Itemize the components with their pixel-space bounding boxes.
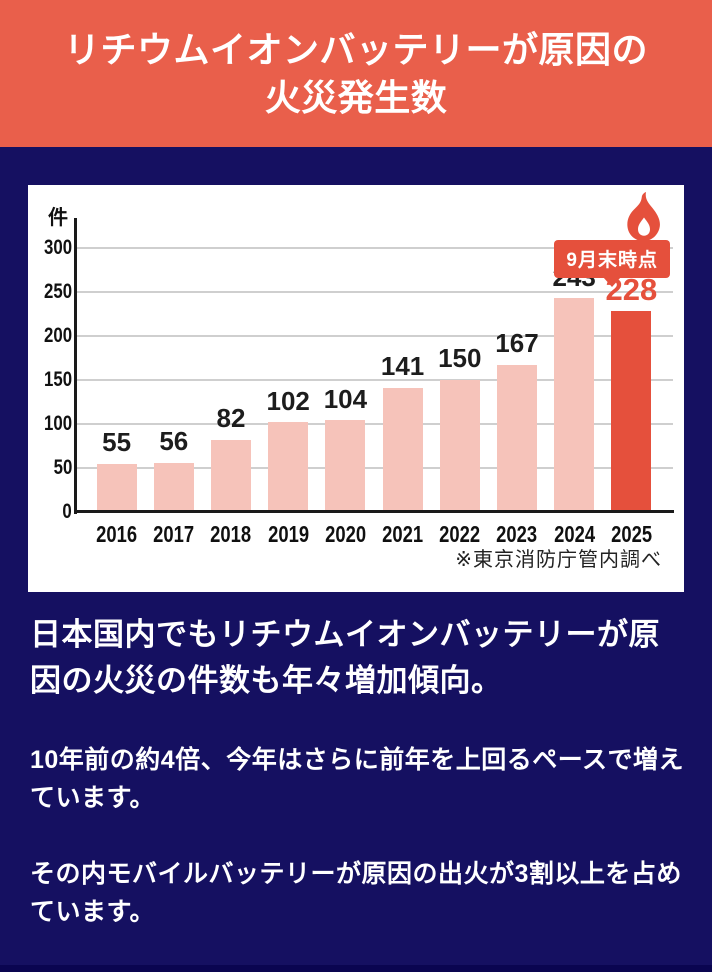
flame-icon	[627, 192, 660, 241]
x-axis-label-text: 2021	[382, 521, 424, 547]
bar-2016	[96, 463, 137, 512]
paragraph-mobile-battery-share: その内モバイルバッテリーが原因の出火が3割以上を占めています。	[30, 860, 682, 927]
lead-paragraph: 日本国内でもリチウムイオンバッテリーが原因の火災の件数も年々増加傾向。	[30, 617, 660, 698]
bar-value-label-2025: 228	[605, 272, 658, 308]
y-axis-ticks: 0 50 100 150 200 250 300	[28, 185, 72, 525]
x-axis-label-text: 2016	[96, 521, 138, 547]
bar-value-label-2022: 150	[438, 343, 482, 374]
x-axis-label-2017: 2017	[129, 521, 219, 548]
y-tick-label-150: 150	[28, 367, 72, 393]
annotation-text: 9月末時点	[566, 250, 658, 271]
x-axis-label-2016: 2016	[72, 521, 162, 548]
y-tick-label-100: 100	[28, 411, 72, 437]
bar-2018	[211, 439, 251, 512]
x-axis-label-2025: 2025	[586, 521, 676, 548]
bar-2017	[153, 462, 194, 512]
x-axis-label-2021: 2021	[358, 521, 448, 548]
y-tick-text: 300	[43, 236, 72, 259]
gridline-150	[76, 379, 673, 381]
page-title-line1: リチウムイオンバッテリーが原因の	[63, 28, 648, 70]
x-axis-label-2022: 2022	[415, 521, 505, 548]
y-tick-label-50: 50	[28, 455, 72, 481]
bar-value-label-2017: 56	[159, 426, 189, 457]
bar-2019	[268, 422, 309, 512]
bar-value-label-2018: 82	[216, 403, 246, 434]
y-tick-text: 100	[43, 412, 72, 435]
bar-value-label-2020: 104	[323, 383, 368, 414]
x-axis-label-text: 2019	[267, 521, 309, 547]
y-axis-line	[74, 218, 77, 514]
x-axis-label-2024: 2024	[529, 521, 619, 548]
badge-arrow-icon	[603, 277, 622, 287]
x-axis-label-text: 2023	[496, 521, 538, 547]
y-tick-label-250: 250	[28, 279, 72, 305]
y-tick-text: 200	[43, 324, 72, 347]
y-tick-label-0: 0	[28, 499, 72, 525]
y-tick-text: 250	[43, 280, 72, 303]
gridline-100	[76, 423, 673, 425]
y-tick-label-300: 300	[28, 235, 72, 261]
header-banner: リチウムイオンバッテリーが原因の 火災発生数	[0, 0, 712, 147]
page-title: リチウムイオンバッテリーが原因の 火災発生数	[64, 26, 648, 122]
paragraph-growth-pace: 10年前の約4倍、今年はさらに前年を上回るペースで増えています。	[30, 746, 684, 813]
bottom-divider	[0, 965, 712, 972]
gridline-250	[76, 291, 673, 293]
bar-value-label-2021: 141	[380, 351, 425, 382]
x-axis-label-2023: 2023	[472, 521, 562, 548]
bar-2025	[611, 311, 652, 512]
bar-chart-plot: 55 2016 56 2017 82 2018 102 2019 104 2020 141 2021 1…	[74, 185, 674, 547]
chart-card: 件 9月末時点 55 2016 56 2017 82 2018 102 2019 104 2020…	[28, 185, 684, 592]
y-tick-label-200: 200	[28, 323, 72, 349]
x-axis-line	[74, 510, 674, 513]
bar-value-label-2016: 55	[102, 427, 132, 458]
x-axis-label-text: 2022	[439, 521, 481, 547]
page-title-line2: 火災発生数	[264, 76, 448, 118]
x-axis-label-text: 2018	[210, 521, 252, 547]
x-axis-label-2019: 2019	[243, 521, 333, 548]
y-tick-text: 0	[62, 500, 72, 523]
bar-2023	[497, 365, 537, 512]
gridline-50	[76, 467, 673, 469]
y-tick-text: 50	[53, 456, 72, 479]
x-axis-label-text: 2020	[324, 521, 366, 547]
x-axis-label-text: 2025	[610, 521, 652, 547]
gridline-200	[76, 335, 673, 337]
y-tick-text: 150	[43, 368, 72, 391]
bar-2020	[325, 420, 366, 512]
bar-2021	[382, 387, 423, 512]
body-copy: 日本国内でもリチウムイオンバッテリーが原因の火災の件数も年々増加傾向。 10年前…	[30, 612, 684, 931]
bar-value-label-2023: 167	[495, 328, 539, 359]
source-note: ※東京消防庁管内調べ	[455, 549, 662, 571]
bar-2022	[439, 380, 480, 512]
x-axis-label-2018: 2018	[186, 521, 276, 548]
y-axis-unit-label: 件	[48, 207, 68, 229]
bar-value-label-2019: 102	[266, 385, 310, 416]
bar-2024	[554, 298, 595, 512]
annotation-badge: 9月末時点	[554, 240, 670, 287]
x-axis-label-text: 2024	[553, 521, 595, 547]
x-axis-label-text: 2017	[153, 521, 195, 547]
x-axis-label-2020: 2020	[300, 521, 390, 548]
gridline-300	[76, 247, 673, 249]
